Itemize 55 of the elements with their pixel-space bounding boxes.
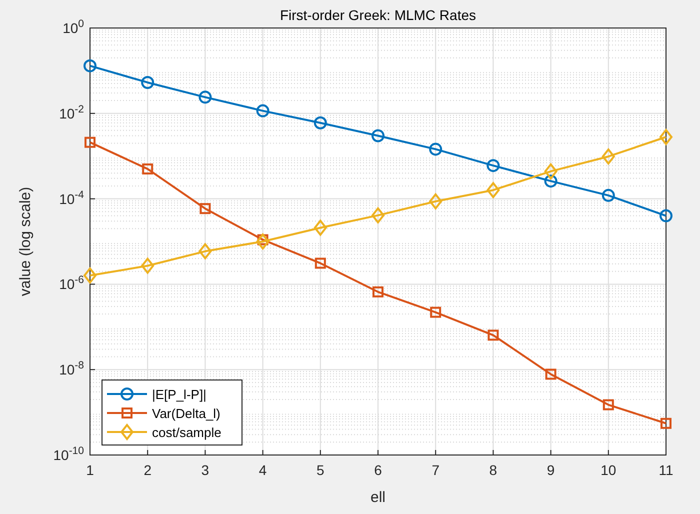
- point: [486, 159, 500, 172]
- point: [198, 243, 212, 260]
- x-tick-label: 3: [201, 462, 210, 478]
- y-tick-label: 10$^{-6}$: [59, 274, 84, 292]
- x-tick-label: 9: [546, 462, 555, 478]
- point: [142, 163, 154, 174]
- point: [430, 306, 442, 318]
- point: [314, 258, 326, 269]
- point: [141, 258, 154, 274]
- point: [84, 267, 96, 284]
- point: [488, 330, 499, 341]
- x-tick-label: 6: [374, 462, 382, 478]
- point: [602, 399, 614, 410]
- point: [256, 104, 270, 118]
- point: [84, 136, 96, 148]
- point: [372, 129, 384, 142]
- x-tick-label: 11: [658, 462, 674, 478]
- y-tick-label: 10$^{-8}$: [59, 360, 84, 378]
- x-tick-label: 10: [600, 462, 616, 478]
- point: [545, 368, 556, 380]
- x-axis-title: ell: [370, 489, 386, 506]
- point: [660, 129, 672, 146]
- point: [602, 148, 615, 164]
- point: [200, 203, 211, 214]
- point: [660, 418, 672, 429]
- x-tick-label: 8: [489, 462, 498, 478]
- point: [372, 286, 384, 298]
- point: [660, 209, 672, 222]
- y-tick-label: 10$^{-2}$: [59, 103, 84, 122]
- legend-label: cost/sample: [152, 425, 222, 440]
- point: [198, 90, 212, 104]
- point: [429, 193, 442, 210]
- point: [314, 220, 327, 236]
- x-tick-label: 5: [316, 462, 324, 478]
- x-tick-label: 4: [258, 462, 267, 478]
- y-axis-title: value (log scale): [17, 186, 34, 296]
- point: [602, 188, 615, 202]
- legend-label: Var(Delta_l): [152, 406, 220, 421]
- y-tick-label: 10$^{-10}$: [53, 445, 84, 463]
- point: [256, 234, 270, 250]
- y-tick-label: 10$^{-4}$: [59, 188, 84, 207]
- legend-label: |E[P_l-P]|: [152, 387, 206, 402]
- point: [314, 116, 327, 130]
- point: [429, 142, 442, 156]
- point: [544, 174, 558, 188]
- point: [544, 163, 558, 180]
- chart-title: First-order Greek: MLMC Rates: [280, 7, 476, 23]
- x-tick-label: 2: [144, 462, 152, 478]
- y-tick-label: 10$^{0}$: [62, 18, 84, 36]
- x-tick-label: 7: [432, 462, 440, 478]
- point: [84, 59, 96, 72]
- point: [372, 207, 384, 224]
- point: [141, 76, 154, 89]
- point: [486, 182, 500, 198]
- x-tick-label: 1: [86, 462, 94, 478]
